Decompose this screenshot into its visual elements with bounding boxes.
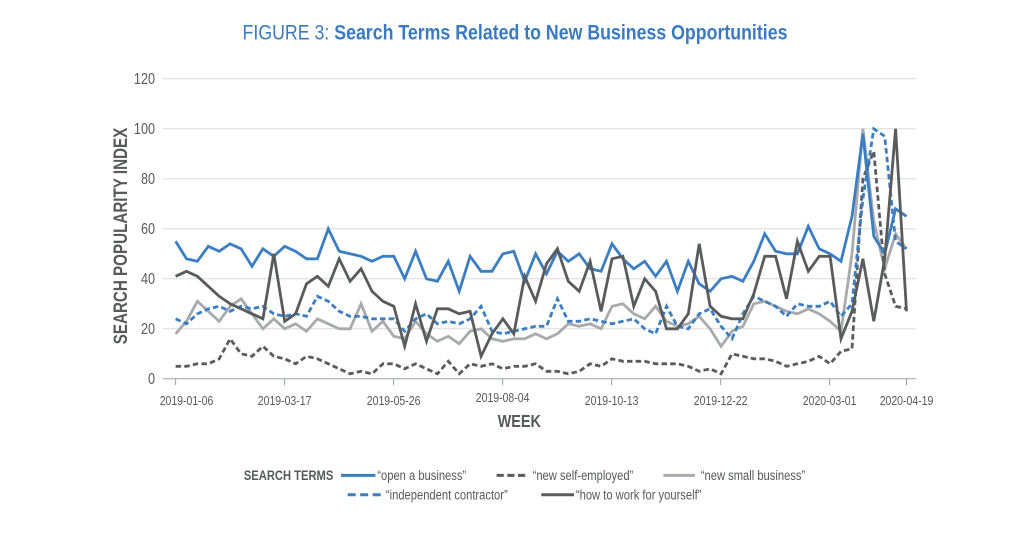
svg-text:0: 0 [148,371,155,389]
svg-text:SEARCH POPULARITY INDEX: SEARCH POPULARITY INDEX [109,127,131,344]
svg-text:2019-03-17: 2019-03-17 [258,394,312,408]
svg-text:2019-05-26: 2019-05-26 [367,394,421,408]
svg-text:SEARCH TERMS: SEARCH TERMS [244,468,333,483]
svg-text:2019-08-04: 2019-08-04 [476,391,530,405]
svg-text:WEEK: WEEK [498,412,541,432]
svg-text:“independent contractor”: “independent contractor” [386,487,508,502]
svg-text:20: 20 [141,321,155,339]
svg-text:2020-03-01: 2020-03-01 [803,394,857,408]
svg-text:“new self-employed”: “new self-employed” [533,468,634,483]
svg-text:120: 120 [134,71,155,89]
svg-text:60: 60 [141,221,155,239]
svg-text:“how to work for yourself”: “how to work for yourself” [576,487,702,502]
svg-text:FIGURE 3: Search Terms Related: FIGURE 3: Search Terms Related to New Bu… [243,21,788,45]
svg-text:80: 80 [141,171,155,189]
svg-text:“new small business”: “new small business” [701,468,805,483]
svg-text:2020-04-19: 2020-04-19 [880,394,934,408]
svg-text:2019-12-22: 2019-12-22 [694,394,748,408]
svg-text:“open a business”: “open a business” [377,468,466,483]
svg-text:2019-10-13: 2019-10-13 [585,394,639,408]
svg-text:100: 100 [134,121,155,139]
svg-text:2019-01-06: 2019-01-06 [160,394,214,408]
svg-text:40: 40 [141,271,155,289]
